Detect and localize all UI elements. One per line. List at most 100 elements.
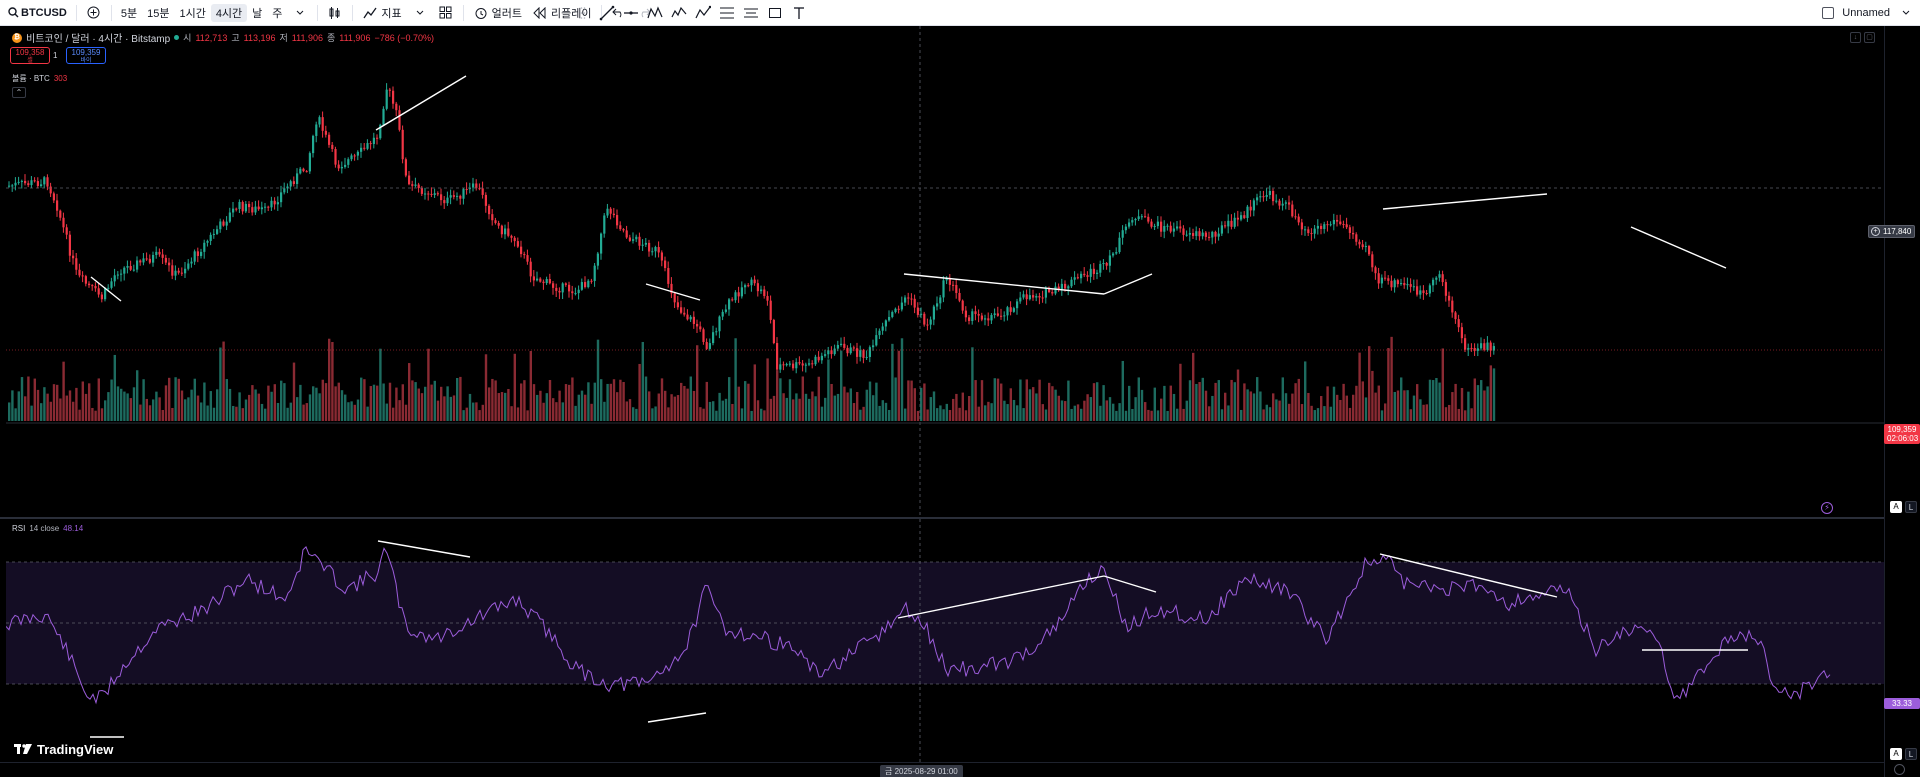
candle-body	[136, 260, 139, 270]
plus-icon[interactable]: +	[1871, 227, 1880, 236]
candle-body	[225, 221, 228, 226]
horizontal-line-icon[interactable]	[620, 3, 641, 24]
candle	[372, 132, 375, 149]
rsi-pane[interactable]	[5, 519, 1884, 762]
indicators-dropdown[interactable]	[407, 0, 433, 26]
collapse-legend-button[interactable]: ⌃	[12, 87, 26, 98]
candle	[718, 315, 721, 339]
rsi-auto-scale-button[interactable]: A	[1890, 748, 1902, 760]
symbol-title[interactable]: 비트코인 / 달러 · 4시간 · Bitstamp	[26, 34, 171, 45]
trend-line-icon[interactable]	[596, 3, 617, 24]
candle	[302, 167, 305, 173]
volume-bar	[136, 370, 139, 421]
interval-15m[interactable]: 15분	[147, 7, 170, 20]
projection-icon[interactable]	[692, 3, 713, 24]
close-label: 종	[326, 33, 336, 43]
volume-bar	[696, 345, 699, 421]
volume-bar	[283, 383, 286, 421]
candle	[123, 266, 126, 281]
buy-button[interactable]: 109,359 바이	[66, 47, 106, 64]
price-scale[interactable]	[1884, 26, 1920, 777]
layouts-button[interactable]	[433, 0, 459, 26]
volume-bar	[1214, 382, 1217, 421]
volume-bar	[1192, 352, 1195, 421]
interval-5m[interactable]: 5분	[120, 7, 138, 20]
elliott-wave-icon[interactable]	[668, 3, 689, 24]
chart-type-button[interactable]	[322, 0, 348, 26]
volume-bar	[510, 406, 513, 421]
interval-dropdown[interactable]	[287, 0, 313, 26]
candle	[1294, 209, 1297, 220]
maximize-icon[interactable]: ▢	[1864, 32, 1875, 43]
alert-button[interactable]: 얼러트	[468, 0, 527, 26]
candle	[673, 292, 676, 308]
candle-body	[603, 215, 606, 234]
auto-scale-button[interactable]: A	[1890, 501, 1902, 513]
candle	[619, 221, 622, 231]
candle-body	[379, 124, 382, 139]
price-chart-pane[interactable]	[6, 26, 1884, 517]
candle-body	[1467, 347, 1470, 350]
volume-bar	[184, 399, 187, 421]
candle-body	[1022, 294, 1025, 298]
parallel-channel-icon[interactable]	[740, 3, 761, 24]
volume-bar	[574, 405, 577, 421]
tradingview-logo[interactable]: TradingView	[14, 742, 113, 757]
interval-1d[interactable]: 날	[252, 7, 263, 20]
candle-body	[446, 197, 449, 204]
flash-icon[interactable]: ⚡	[1821, 502, 1833, 514]
interval-4h[interactable]: 4시간	[210, 3, 248, 22]
volume-bar	[494, 380, 497, 421]
volume-bar	[891, 343, 894, 421]
chevron-down-icon[interactable]	[1898, 5, 1914, 21]
candle-body	[1326, 224, 1329, 226]
volume-bar	[212, 407, 216, 421]
volume-bar	[1153, 387, 1156, 421]
volume-bar	[616, 392, 619, 421]
indicators-button[interactable]: 지표	[357, 0, 406, 26]
compare-button[interactable]	[81, 0, 107, 26]
rsi-legend[interactable]: RSI 14 close 48.14	[12, 524, 83, 533]
fib-retracement-icon[interactable]	[716, 3, 737, 24]
candle	[664, 256, 667, 272]
candle-body	[977, 314, 980, 316]
pane-separator[interactable]	[0, 517, 1920, 519]
replay-button[interactable]: 리플레이	[527, 0, 596, 26]
volume-bar	[1035, 393, 1038, 421]
sell-button[interactable]: 109,358 셀	[10, 47, 50, 64]
interval-1w[interactable]: 주	[272, 7, 283, 20]
rectangle-icon[interactable]	[764, 3, 785, 24]
candle-body	[539, 278, 542, 282]
volume-bar	[276, 402, 280, 421]
log-scale-button[interactable]: L	[1905, 501, 1917, 513]
volume-legend[interactable]: 볼륨 · BTC 303	[12, 73, 67, 84]
sync-checkbox[interactable]	[1822, 7, 1835, 19]
pattern-icon[interactable]	[644, 3, 665, 24]
symbol-search[interactable]: BTCUSD	[0, 0, 72, 26]
volume-bar	[769, 398, 772, 421]
interval-1h[interactable]: 1시간	[179, 7, 206, 20]
volume-bar	[1166, 410, 1169, 421]
layout-name[interactable]: Unnamed	[1842, 7, 1890, 19]
candle-body	[942, 280, 945, 298]
volume-bar	[68, 390, 72, 421]
volume-bar	[81, 381, 84, 421]
candle	[264, 202, 267, 213]
candle	[1096, 269, 1099, 280]
volume-bar	[635, 408, 638, 421]
undo-button[interactable]	[606, 0, 632, 26]
candle-body	[664, 260, 667, 269]
settings-icon[interactable]	[1894, 764, 1905, 775]
move-down-icon[interactable]: ↓	[1850, 32, 1861, 43]
candle-body	[1041, 297, 1044, 299]
volume-bar	[1278, 400, 1281, 421]
candle	[126, 260, 129, 274]
drag-handle-icon[interactable]	[572, 3, 593, 24]
candle-body	[1396, 280, 1399, 285]
rsi-log-scale-button[interactable]: L	[1905, 748, 1917, 760]
candle	[1204, 231, 1207, 241]
candle	[744, 283, 747, 295]
candle-body	[510, 235, 513, 238]
volume-bar	[1425, 404, 1428, 421]
text-icon[interactable]	[788, 3, 809, 24]
